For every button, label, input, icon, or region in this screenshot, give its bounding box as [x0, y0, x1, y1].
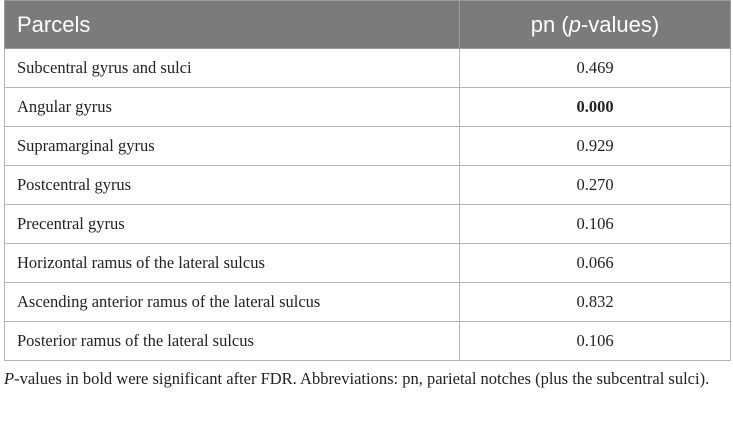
header-text: pn ( — [530, 11, 569, 37]
header-cell: pn (p-values) — [459, 0, 731, 49]
parcel-cell: Posterior ramus of the lateral sulcus — [4, 321, 460, 361]
value-cell: 0.106 — [459, 204, 731, 244]
parcel-cell: Ascending anterior ramus of the lateral … — [4, 282, 460, 322]
header-cell: Parcels — [4, 0, 460, 49]
parcel-cell: Supramarginal gyrus — [4, 126, 460, 166]
parcel-cell: Subcentral gyrus and sulci — [4, 48, 460, 88]
value-cell: 0.929 — [459, 126, 731, 166]
value-cell: 0.106 — [459, 321, 731, 361]
header-text: p — [568, 11, 581, 37]
value-cell: 0.832 — [459, 282, 731, 322]
table-row: Ascending anterior ramus of the lateral … — [4, 282, 731, 322]
header-text: -values) — [580, 11, 660, 37]
table-body: Subcentral gyrus and sulci 0.469 Angular g… — [4, 48, 731, 361]
footnote-text: P — [4, 369, 15, 388]
table-row: Horizontal ramus of the lateral sulcus 0.… — [4, 243, 731, 283]
parcel-cell: Angular gyrus — [4, 87, 460, 127]
footnote: P-values in bold were significant after … — [4, 366, 724, 392]
value-cell: 0.000 — [459, 87, 731, 127]
table-row: Angular gyrus 0.000 — [4, 87, 731, 127]
table-row: Subcentral gyrus and sulci 0.469 — [4, 48, 731, 88]
footnote-text: -values in bold were significant after F… — [14, 369, 710, 388]
parcel-cell: Horizontal ramus of the lateral sulcus — [4, 243, 460, 283]
value-cell: 0.270 — [459, 165, 731, 205]
table-row: Postcentral gyrus 0.270 — [4, 165, 731, 205]
table-row: Posterior ramus of the lateral sulcus 0.1… — [4, 321, 731, 361]
parcel-cell: Precentral gyrus — [4, 204, 460, 244]
value-cell: 0.066 — [459, 243, 731, 283]
table-row: Supramarginal gyrus 0.929 — [4, 126, 731, 166]
parcel-cell: Postcentral gyrus — [4, 165, 460, 205]
header-row: Parcels pn (p-values) — [4, 0, 731, 49]
value-cell: 0.469 — [459, 48, 731, 88]
table: Parcels pn (p-values) Subcentral gyrus a… — [4, 0, 731, 361]
table-row: Precentral gyrus 0.106 — [4, 204, 731, 244]
